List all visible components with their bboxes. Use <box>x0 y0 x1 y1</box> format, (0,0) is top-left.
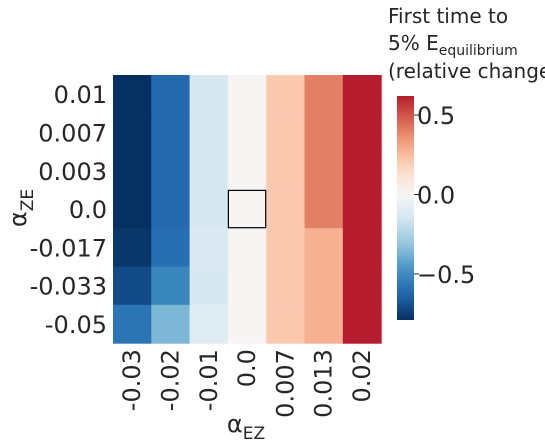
y-tick-label: -0.05 <box>45 311 107 339</box>
colorbar-tick-label: −0.5 <box>417 261 475 289</box>
y-tick-label: 0.007 <box>38 119 107 147</box>
heatmap-cells <box>113 75 382 344</box>
heatmap-cell <box>227 304 267 344</box>
heatmap-cell <box>227 113 267 153</box>
x-tick-label: -0.02 <box>156 349 184 411</box>
colorbar-title-line2: 5% Eequilibrium <box>388 31 518 59</box>
x-tick-label: 0.007 <box>271 349 299 418</box>
heatmap-cell <box>342 266 382 306</box>
y-tick-label: 0.0 <box>69 196 107 224</box>
x-axis-label: αEZ <box>227 410 265 444</box>
x-tick-label: 0.0 <box>233 349 261 387</box>
heatmap-cell <box>304 151 344 191</box>
heatmap-cell <box>189 304 229 344</box>
y-axis-label: αZE <box>4 189 38 227</box>
heatmap-cell <box>227 75 267 114</box>
heatmap-cell <box>266 151 306 191</box>
heatmap-cell <box>113 304 152 344</box>
heatmap-cell <box>304 304 344 344</box>
heatmap-cell <box>227 151 267 191</box>
heatmap-cell <box>113 189 152 229</box>
heatmap-cell <box>266 266 306 306</box>
colorbar <box>397 96 414 320</box>
heatmap-cell <box>342 75 382 114</box>
heatmap-cell <box>151 228 191 268</box>
y-tick-label: 0.01 <box>54 81 107 109</box>
heatmap-cell <box>266 304 306 344</box>
heatmap-cell <box>189 228 229 268</box>
heatmap-cell <box>189 75 229 114</box>
heatmap-cell <box>189 189 229 229</box>
heatmap-cell <box>151 189 191 229</box>
heatmap-cell <box>304 189 344 229</box>
y-tick-label: -0.033 <box>30 273 107 301</box>
heatmap-cell <box>189 151 229 191</box>
heatmap-cell <box>189 266 229 306</box>
heatmap-cell <box>227 189 267 229</box>
heatmap-cell <box>304 228 344 268</box>
highlight-cell-outline <box>227 189 267 229</box>
y-tick-label: -0.017 <box>30 234 107 262</box>
heatmap-cell <box>189 113 229 153</box>
heatmap-cell <box>266 113 306 153</box>
colorbar-tick-label: 0.5 <box>417 102 455 130</box>
heatmap-cell <box>342 113 382 153</box>
colorbar-title-line1: First time to <box>388 4 508 28</box>
x-tick-label: -0.01 <box>195 349 223 411</box>
colorbar-tick-label: 0.0 <box>417 181 455 209</box>
heatmap-cell <box>342 151 382 191</box>
heatmap-cell <box>342 304 382 344</box>
heatmap-cell <box>113 228 152 268</box>
y-tick-labels: 0.01 0.007 0.003 0.0 -0.017 -0.033 -0.05 <box>30 81 107 339</box>
heatmap-cell <box>151 75 191 114</box>
colorbar-ticks: 0.5 0.0 −0.5 <box>414 102 475 289</box>
heatmap-cell <box>304 266 344 306</box>
heatmap-cell <box>304 113 344 153</box>
heatmap-cell <box>342 189 382 229</box>
heatmap-cell <box>113 266 152 306</box>
x-tick-labels: -0.03 -0.02 -0.01 0.0 0.007 0.013 0.02 <box>118 349 376 418</box>
heatmap-cell <box>113 151 152 191</box>
heatmap-cell <box>304 75 344 114</box>
heatmap-cell <box>266 228 306 268</box>
heatmap-cell <box>151 151 191 191</box>
heatmap-cell <box>151 113 191 153</box>
heatmap-cell <box>151 266 191 306</box>
y-tick-label: 0.003 <box>38 158 107 186</box>
heatmap-cell <box>342 228 382 268</box>
x-tick-label: 0.013 <box>310 349 338 418</box>
x-tick-label: -0.03 <box>118 349 146 411</box>
x-tick-label: 0.02 <box>348 349 376 402</box>
heatmap-cell <box>227 228 267 268</box>
heatmap-cell <box>266 75 306 114</box>
heatmap-cell <box>266 189 306 229</box>
heatmap-cell <box>113 75 152 114</box>
heatmap-cell <box>227 266 267 306</box>
colorbar-title-line3: (relative change) <box>388 59 545 83</box>
heatmap-cell <box>113 113 152 153</box>
heatmap-cell <box>151 304 191 344</box>
